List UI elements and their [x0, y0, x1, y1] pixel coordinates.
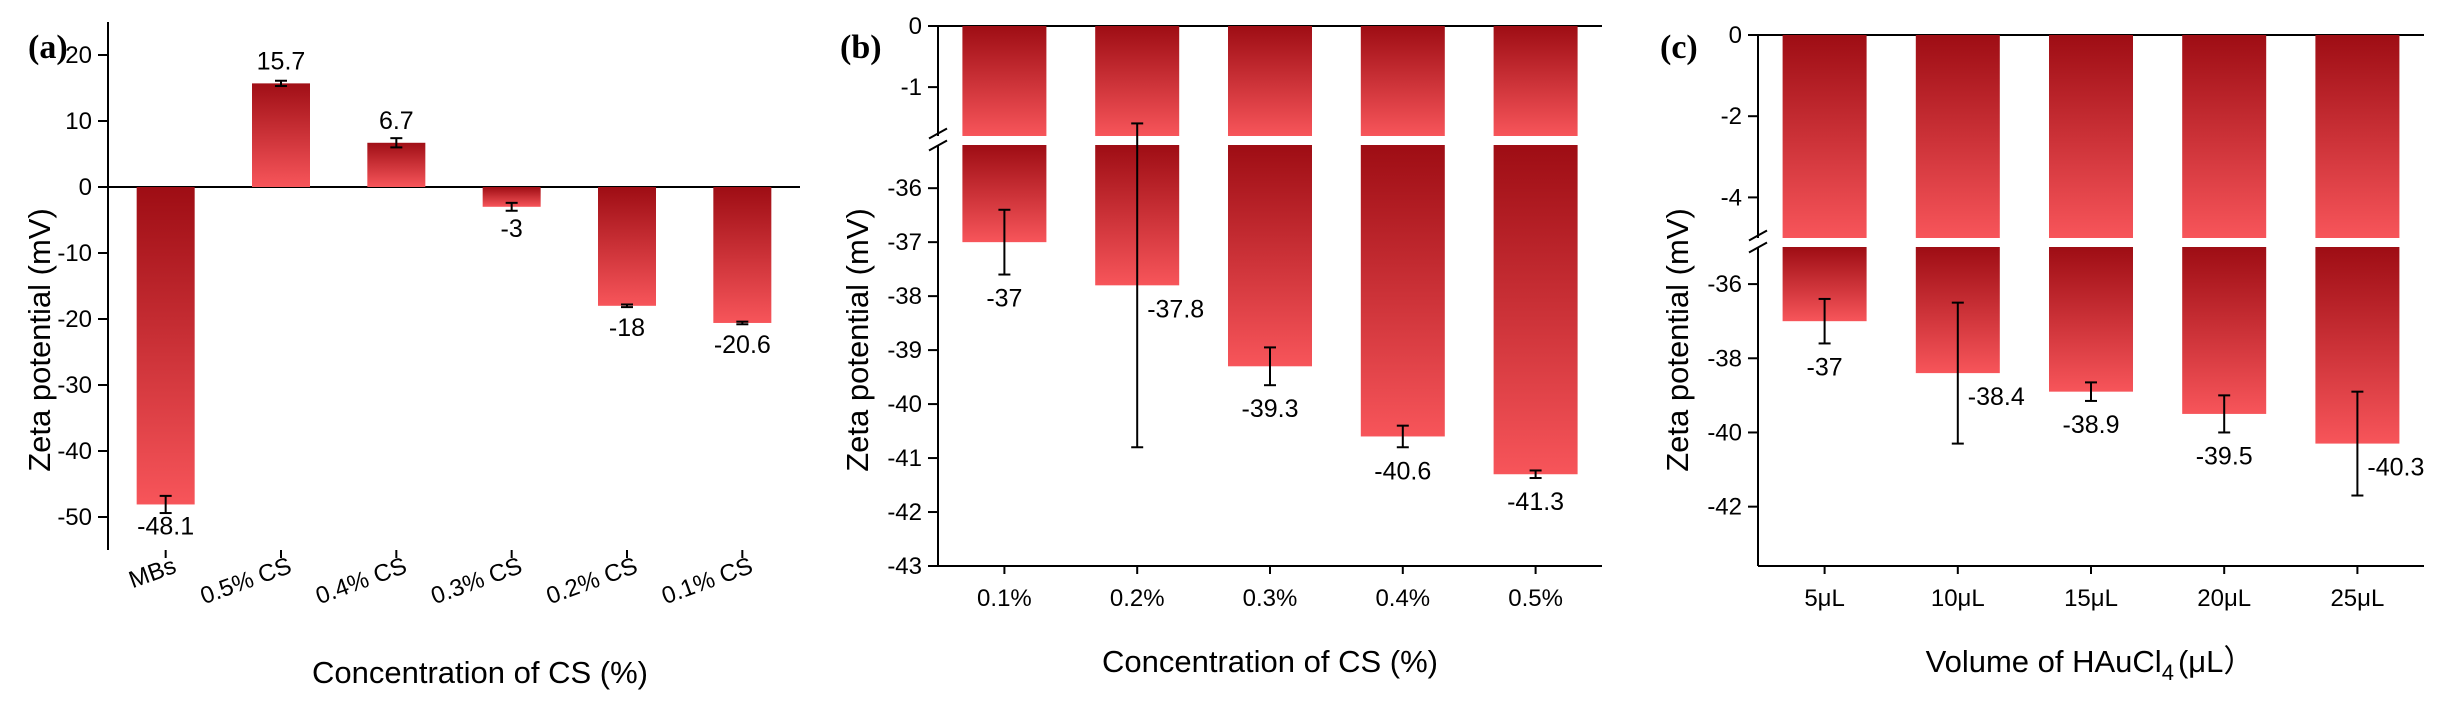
panel-c-y-axis-title: Zeta potential (mV) [1660, 208, 1695, 472]
panel-c-y-tick-label: -42 [1707, 494, 1742, 521]
panel-b-y-tick-label: -43 [887, 553, 922, 580]
panel-a-bar [713, 187, 772, 323]
panel-b-x-tick-label: 0.1% [977, 585, 1032, 612]
panel-c-value-label: -38.9 [2063, 411, 2120, 439]
panel-b-x-axis-title: Concentration of CS (%) [1102, 644, 1438, 679]
panel-c: (c) Zeta potential (mV) Volume of HAuCl4… [1660, 22, 2424, 685]
panel-a-bar [482, 187, 541, 207]
panel-a-value-label: -3 [501, 215, 523, 243]
panel-b-bar-upper-segment [1228, 26, 1312, 136]
panel-b-y-axis-title: Zeta potential (mV) [840, 208, 875, 472]
panel-b-bar-upper-segment [962, 26, 1047, 136]
panel-b-axis-break-mark [928, 139, 948, 152]
panel-b-y-tick-label: -42 [887, 499, 922, 526]
panel-c-bar-upper-segment [1782, 35, 1867, 238]
panel-c-y-tick-label: -36 [1707, 271, 1742, 298]
panel-a-bar [367, 142, 426, 187]
panel-a-x-tick-label: MBs [125, 552, 179, 594]
panel-c-y-tick-label: -38 [1707, 345, 1742, 372]
panel-a-bar [136, 187, 195, 505]
panel-c-label: (c) [1660, 29, 1698, 66]
panel-a-y-tick-label: -50 [57, 504, 92, 531]
panel-b-bar-lower-segment [1360, 145, 1445, 437]
panel-b-y-tick-label: -40 [887, 391, 922, 418]
panel-b-value-label: -41.3 [1507, 488, 1564, 516]
panel-c-x-tick-label: 25μL [2330, 585, 2384, 612]
panel-b-value-label: -40.6 [1374, 457, 1431, 485]
panel-c-y-tick-label: -40 [1707, 419, 1742, 446]
panel-b-x-tick-label: 0.3% [1243, 585, 1298, 612]
panel-a-x-tick-label: 0.1% CS [658, 552, 756, 610]
panel-b: (b) Zeta potential (mV) Concentration of… [840, 13, 1602, 679]
panel-b-value-label: -37.8 [1147, 295, 1204, 323]
panel-a-y-tick-label: -20 [57, 306, 92, 333]
panel-a-x-tick-label: 0.2% CS [543, 552, 641, 610]
panel-c-value-label: -39.5 [2196, 442, 2253, 470]
panel-a: (a) Zeta potential (mV) Concentration of… [22, 22, 800, 690]
panel-b-bar-lower-segment [1493, 145, 1578, 475]
panel-c-bar-lower-segment [2182, 247, 2267, 414]
panel-c-y-tick-label: -4 [1721, 184, 1742, 211]
panel-a-y-tick-label: -40 [57, 438, 92, 465]
panel-b-y-tick-label: -37 [887, 229, 922, 256]
panel-c-y-tick-label: -2 [1721, 103, 1742, 130]
panel-c-x-tick-label: 10μL [1931, 585, 1985, 612]
panel-a-y-tick-label: 20 [65, 42, 92, 69]
panel-a-x-axis-title: Concentration of CS (%) [312, 655, 648, 690]
panel-a-bar [598, 187, 656, 306]
panel-a-value-label: -18 [609, 314, 645, 342]
panel-b-label: (b) [840, 29, 882, 66]
panel-a-value-label: -20.6 [714, 331, 771, 359]
panel-c-axis-break-mark [1748, 229, 1768, 242]
panel-a-x-tick-label: 0.3% CS [427, 552, 525, 610]
panel-c-value-label: -38.4 [1968, 383, 2025, 411]
panel-a-y-tick-label: 0 [79, 174, 92, 201]
panel-b-bar-upper-segment [1493, 26, 1578, 136]
panel-c-axis-break-mark [1748, 241, 1768, 254]
panel-a-y-tick-label: 10 [65, 108, 92, 135]
panel-b-value-label: -37 [986, 285, 1022, 313]
panel-a-label: (a) [28, 29, 68, 66]
panel-b-y-tick-label: -38 [887, 283, 922, 310]
panel-b-x-tick-label: 0.2% [1110, 585, 1165, 612]
panel-b-bar-upper-segment [1095, 26, 1180, 136]
panel-b-axis-break-mark [928, 127, 948, 140]
panel-b-x-tick-label: 0.5% [1508, 585, 1563, 612]
panel-c-bar-upper-segment [2315, 35, 2400, 238]
panel-b-y-tick-label: -39 [887, 337, 922, 364]
panel-a-y-tick-label: -30 [57, 372, 92, 399]
panel-b-bar-lower-segment [1228, 145, 1312, 367]
panel-c-x-tick-label: 5μL [1804, 585, 1845, 612]
panel-a-y-tick-label: -10 [57, 240, 92, 267]
panel-b-y-tick-label: -1 [901, 74, 922, 101]
panel-a-y-axis-title: Zeta potential (mV) [22, 208, 57, 472]
panel-a-bar [252, 83, 310, 187]
panel-a-value-label: 15.7 [257, 47, 306, 75]
panel-b-bar-upper-segment [1360, 26, 1445, 136]
panel-b-y-tick-label: -36 [887, 175, 922, 202]
panel-c-x-tick-label: 15μL [2064, 585, 2118, 612]
panel-b-y-tick-label: -41 [887, 445, 922, 472]
panel-c-x-axis-title: Volume of HAuCl4 (μL） [1926, 644, 2255, 685]
panel-c-bar-upper-segment [1915, 35, 2000, 238]
panel-b-value-label: -39.3 [1242, 395, 1299, 423]
panel-a-value-label: -48.1 [137, 512, 194, 540]
panel-c-x-tick-label: 20μL [2197, 585, 2251, 612]
panel-c-bar-upper-segment [2182, 35, 2267, 238]
panel-b-y-tick-label: 0 [909, 13, 922, 40]
panel-c-y-tick-label: 0 [1729, 22, 1742, 49]
panel-a-x-tick-label: 0.5% CS [197, 552, 295, 610]
panel-b-x-tick-label: 0.4% [1375, 585, 1430, 612]
panel-c-value-label: -40.3 [2367, 454, 2424, 482]
panel-a-x-tick-label: 0.4% CS [312, 552, 410, 610]
panel-c-value-label: -37 [1807, 353, 1843, 381]
panel-a-value-label: 6.7 [379, 107, 414, 135]
panel-c-bar-lower-segment [2049, 247, 2133, 392]
panel-c-bar-upper-segment [2049, 35, 2133, 238]
